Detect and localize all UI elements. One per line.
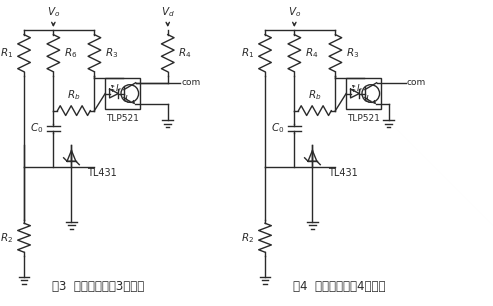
Text: $R_b$: $R_b$ (308, 88, 321, 102)
Text: $I_f$: $I_f$ (356, 82, 364, 95)
Bar (346, 78, 382, 109)
Text: TL431: TL431 (87, 168, 117, 178)
Bar (105, 78, 141, 109)
Text: $R_2$: $R_2$ (0, 231, 13, 244)
Text: $R_4$: $R_4$ (178, 46, 192, 60)
Text: 図4  光耦反馈的第4种接法: 図4 光耦反馈的第4种接法 (293, 280, 386, 293)
Text: $R_4$: $R_4$ (305, 46, 318, 60)
Text: $R_2$: $R_2$ (241, 231, 254, 244)
Text: $R_3$: $R_3$ (346, 46, 359, 60)
Text: com: com (407, 78, 426, 87)
Text: com: com (181, 78, 201, 87)
Text: $C_0$: $C_0$ (271, 121, 284, 135)
Text: TL431: TL431 (328, 168, 358, 178)
Text: $R_1$: $R_1$ (0, 46, 13, 60)
Text: $C_0$: $C_0$ (30, 121, 43, 135)
Text: $R_1$: $R_1$ (241, 46, 254, 60)
Text: $V_o$: $V_o$ (288, 6, 301, 19)
Text: $I_f$: $I_f$ (115, 82, 123, 95)
Text: TLP521: TLP521 (106, 114, 139, 123)
Text: $V_d$: $V_d$ (161, 6, 175, 19)
Text: $R_b$: $R_b$ (67, 88, 81, 102)
Text: TLP521: TLP521 (347, 114, 380, 123)
Text: $I_c$: $I_c$ (365, 93, 373, 106)
Text: 図3  光耦反馈的第3种接法: 図3 光耦反馈的第3种接法 (52, 280, 144, 293)
Text: $R_3$: $R_3$ (105, 46, 118, 60)
Text: $I_c$: $I_c$ (124, 93, 132, 106)
Text: $V_o$: $V_o$ (47, 6, 60, 19)
Text: $R_6$: $R_6$ (64, 46, 77, 60)
